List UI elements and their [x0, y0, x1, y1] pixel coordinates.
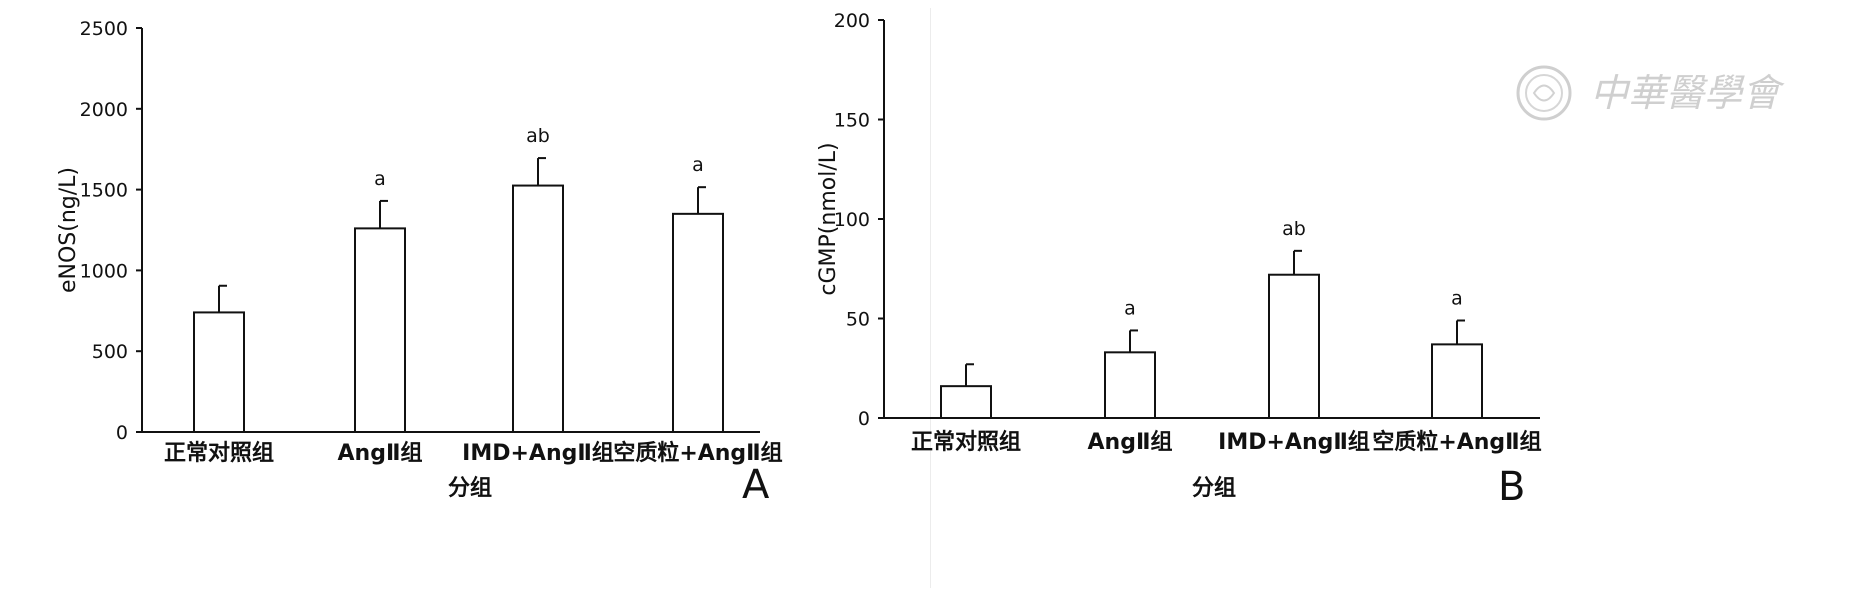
panel-divider	[930, 8, 931, 588]
y-tick-label: 1000	[80, 260, 128, 282]
bar	[1268, 273, 1320, 419]
x-axis-title: 分组	[1192, 475, 1236, 501]
x-category-label: IMD+AngⅡ组	[462, 440, 614, 466]
panel-letter: A	[742, 462, 770, 508]
significance-label: a	[1451, 287, 1463, 309]
chart-cGMP: 中華醫學會 0 50 100 150 200 cGMP(nmol/L) 正常对照组 a AngⅡ…	[816, 10, 1785, 510]
x-category-label: 正常对照组	[911, 429, 1021, 455]
x-category-label: 空质粒+AngⅡ组	[1372, 429, 1541, 455]
x-category-label: AngⅡ组	[1088, 429, 1173, 455]
y-tick-label: 2000	[80, 99, 128, 121]
watermark-logo	[1516, 65, 1572, 121]
chart-eNOS: 0 500 1000 1500 2000 2500 eNOS(ng/L) 正常对照组 a AngⅡ…	[56, 18, 783, 508]
y-tick-label: 500	[92, 341, 128, 363]
y-tick-label: 0	[116, 422, 128, 444]
y-tick-label: 150	[834, 110, 870, 132]
x-category-label: IMD+AngⅡ组	[1218, 429, 1370, 455]
x-category-label: AngⅡ组	[338, 440, 423, 466]
significance-label: a	[1124, 297, 1136, 319]
y-tick-label: 1500	[80, 180, 128, 202]
bar	[1104, 351, 1156, 419]
y-axis-title: cGMP(nmol/L)	[816, 142, 841, 295]
y-axis-title: eNOS(ng/L)	[56, 167, 81, 293]
bar	[193, 311, 245, 433]
y-tick-label: 100	[834, 209, 870, 231]
significance-label: ab	[1282, 218, 1306, 240]
bar	[512, 184, 564, 433]
x-axis-title: 分组	[448, 475, 492, 501]
bar	[672, 212, 724, 433]
panel-letter: B	[1498, 464, 1525, 510]
significance-label: a	[374, 168, 386, 190]
significance-label: a	[692, 154, 704, 176]
bar	[1431, 343, 1483, 419]
significance-label: ab	[526, 125, 550, 147]
bar	[940, 385, 992, 420]
y-tick-label: 200	[834, 10, 870, 32]
x-category-label: 空质粒+AngⅡ组	[613, 440, 782, 466]
y-tick-label: 2500	[80, 18, 128, 40]
y-tick-label: 50	[846, 309, 870, 331]
watermark-text: 中華醫學會	[1590, 71, 1785, 115]
y-tick-label: 0	[858, 408, 870, 430]
x-category-label: 正常对照组	[164, 440, 274, 466]
bar	[354, 227, 406, 433]
